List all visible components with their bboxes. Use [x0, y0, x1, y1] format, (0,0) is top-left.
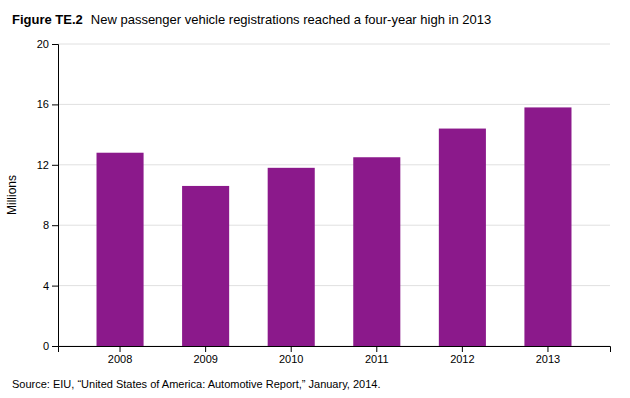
- tick: 16: [37, 98, 58, 110]
- tick-label: 2008: [108, 353, 132, 365]
- tick-mark: [52, 165, 58, 166]
- tick-label: 2011: [365, 353, 389, 365]
- tick-mark: [52, 286, 58, 287]
- plot: 0 4 8 12 16 20 2008 2009 2010 2011 2012 2013 Million…: [5, 38, 611, 365]
- tick-mark: [120, 346, 121, 352]
- grid: [58, 44, 610, 346]
- bars: [97, 107, 572, 346]
- tick: 2009: [193, 346, 217, 365]
- bar: [439, 129, 486, 346]
- bar: [182, 186, 229, 346]
- tick: 12: [37, 159, 58, 171]
- tick-mark: [462, 346, 463, 352]
- tick-mark: [52, 104, 58, 105]
- tick-label: 2010: [279, 353, 303, 365]
- title: Figure TE.2: [12, 12, 83, 27]
- bar: [524, 107, 571, 346]
- y-axis: 0 4 8 12 16 20: [37, 38, 59, 352]
- source: Source: EIU, “United States of America: …: [12, 378, 380, 390]
- tick-label: 2009: [193, 353, 217, 365]
- grid-line: [58, 44, 610, 45]
- tick: 0: [43, 340, 58, 352]
- tick-mark: [52, 346, 58, 347]
- subtitle: New passenger vehicle registrations reac…: [91, 12, 491, 27]
- tick-label: 16: [37, 98, 49, 110]
- tick: 2012: [450, 346, 474, 365]
- y-label: Millions: [5, 175, 19, 215]
- grid-line: [58, 104, 610, 105]
- tick-label: 12: [37, 159, 49, 171]
- axis-line: [52, 45, 59, 347]
- tick-mark: [291, 346, 292, 352]
- tick-mark: [52, 225, 58, 226]
- tick: 2008: [108, 346, 132, 365]
- bar: [97, 153, 144, 346]
- bar: [268, 168, 315, 346]
- tick: 2010: [279, 346, 303, 365]
- bar: [353, 157, 400, 346]
- tick: 8: [43, 219, 58, 231]
- tick-label: 2012: [450, 353, 474, 365]
- tick-label: 20: [37, 38, 49, 50]
- tick: 2013: [536, 346, 560, 365]
- tick: 4: [43, 280, 58, 292]
- tick-mark: [547, 346, 548, 352]
- tick-label: 2013: [536, 353, 560, 365]
- tick-label: 0: [43, 340, 49, 352]
- chart: Figure TE.2 New passenger vehicle registr…: [0, 0, 630, 398]
- tick-mark: [52, 44, 58, 45]
- tick-label: 8: [43, 219, 49, 231]
- tick: 20: [37, 38, 58, 50]
- tick-label: 4: [43, 280, 49, 292]
- tick-mark: [205, 346, 206, 352]
- x-axis: 2008 2009 2010 2011 2012 2013: [59, 346, 611, 365]
- tick-mark: [376, 346, 377, 352]
- tick: 2011: [365, 346, 389, 365]
- axis-line: [59, 347, 611, 353]
